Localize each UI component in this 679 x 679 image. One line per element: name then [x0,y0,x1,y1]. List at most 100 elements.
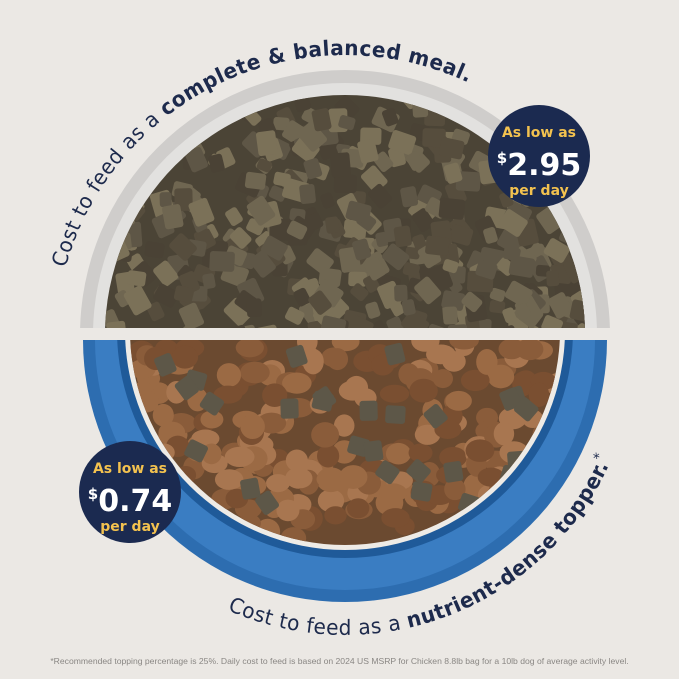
footnote: *Recommended topping percentage is 25%. … [50,656,629,666]
kibble [285,449,308,472]
kibble [260,235,288,261]
kibble [311,422,340,448]
kibble [489,287,506,302]
kibble [280,398,299,419]
kibble [173,285,195,303]
kibble [273,116,290,131]
kibble [543,238,571,263]
kibble [363,440,384,462]
kibble [385,405,406,424]
kibble [504,280,533,307]
kibble [285,344,308,368]
kibble [393,225,412,248]
kibble [171,345,199,369]
kibble [425,235,450,257]
kibble [445,390,472,411]
kibble [475,260,498,280]
kibble [266,474,290,493]
kibble [324,506,347,525]
kibble [297,121,327,152]
kibble [184,146,208,173]
kibble [426,344,456,365]
kibble [268,185,287,202]
kibble [330,152,352,178]
kibble [502,245,521,262]
kibble [311,108,332,132]
kibble [409,378,438,403]
kibble [476,318,492,328]
kibble [379,483,408,503]
kibble [246,195,276,226]
kibble [333,174,357,193]
kibble [153,283,180,308]
kibble [443,460,464,483]
kibble [536,206,564,235]
kibble [352,238,372,261]
kibble [334,95,360,121]
kibble [541,315,564,328]
kibble [489,300,506,314]
kibble [249,250,276,278]
kibble [200,410,224,429]
kibble [303,158,323,180]
kibble [284,306,305,325]
grey-bowl-full-meal [80,70,610,328]
kibble [107,102,129,123]
kibble [499,387,522,411]
kibble [344,375,369,400]
kibble [188,197,215,227]
kibble [359,400,378,421]
kibble [569,299,585,323]
kibble [209,251,235,272]
kibble [528,382,550,407]
kibble [144,241,165,259]
kibble [256,158,273,173]
kibble [326,348,349,371]
kibble [381,508,410,528]
kibble [348,271,367,287]
kibble [350,283,369,302]
kibble [363,257,386,281]
kibble [408,443,433,463]
kibble [169,233,197,261]
kibble [438,197,466,220]
kibble [368,183,393,209]
kibble [153,260,179,287]
kibble [246,298,262,318]
kibble [347,435,370,457]
kibble [347,498,370,519]
kibble [414,276,442,305]
kibble [184,439,208,463]
kibble [461,291,483,313]
kibble [325,216,340,234]
kibble [493,422,515,446]
kibble [583,203,585,223]
kibble [406,459,431,484]
kibble [438,137,465,160]
kibble [317,444,340,468]
kibble [152,403,174,427]
kibble [382,243,410,271]
kibble [286,220,308,240]
kibble [375,460,400,485]
kibble [216,363,242,387]
kibble [339,465,368,489]
kibble [465,439,495,462]
kibble [126,270,147,287]
kibble [426,323,446,328]
kibble [455,171,481,192]
kibble [333,414,355,437]
kibble [240,477,261,500]
kibble [448,224,474,246]
kibble [394,284,408,302]
kibble [547,292,573,319]
kibble [224,446,255,467]
kibble [338,115,356,131]
kibble [159,192,172,208]
kibble [379,384,410,403]
kibble [476,348,498,375]
kibble [516,340,544,361]
badge-price: $0.74 [87,484,173,519]
kibble [240,414,265,440]
